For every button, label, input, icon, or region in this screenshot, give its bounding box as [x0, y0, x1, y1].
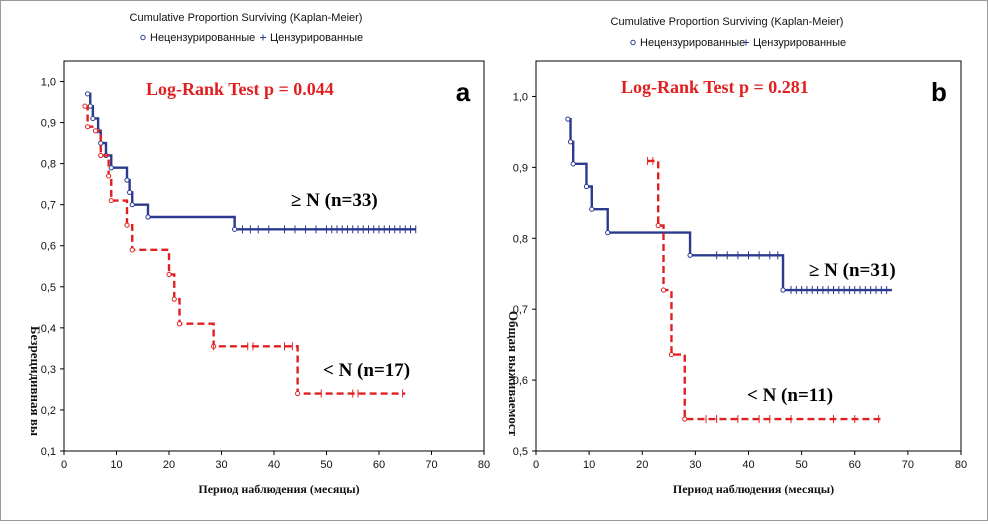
- x-tick-label: 60: [373, 459, 385, 471]
- panel-label: b: [931, 77, 947, 107]
- event-marker: [655, 222, 661, 229]
- event-marker: [85, 124, 91, 130]
- x-tick-label: 60: [849, 459, 861, 471]
- y-tick-label: 1,0: [41, 77, 56, 89]
- x-tick-label: 70: [902, 459, 914, 471]
- event-marker: [145, 214, 151, 220]
- event-marker: [295, 390, 301, 397]
- panel-label: a: [456, 77, 471, 107]
- km-curve-1: [647, 159, 882, 421]
- y-tick-label: 0,7: [41, 200, 56, 212]
- x-tick-label: 0: [533, 459, 539, 471]
- event-marker: [605, 230, 611, 236]
- x-tick-label: 30: [215, 459, 227, 471]
- event-marker: [129, 247, 135, 253]
- y-tick-label: 0,6: [513, 375, 528, 387]
- x-tick-label: 20: [163, 459, 175, 471]
- event-marker: [589, 206, 595, 212]
- y-tick-label: 0,3: [41, 364, 56, 376]
- legend-marker-censored: [260, 34, 266, 41]
- event-marker: [106, 173, 112, 179]
- y-tick-label: 0,1: [41, 446, 56, 458]
- legend-label-uncensored: Нецензурированные: [150, 32, 255, 44]
- event-marker: [129, 202, 135, 208]
- y-tick-label: 0,9: [41, 118, 56, 130]
- plot-area: [63, 60, 485, 452]
- event-marker: [98, 140, 104, 146]
- event-marker: [90, 115, 96, 122]
- event-marker: [780, 287, 786, 293]
- y-tick-label: 0,9: [513, 162, 528, 174]
- legend-marker-uncensored: [140, 34, 146, 41]
- x-axis-label: Период наблюдения (месяцы): [198, 482, 359, 496]
- event-marker: [92, 128, 99, 134]
- series-label-1: < N (n=11): [747, 385, 833, 406]
- y-tick-label: 0,5: [513, 446, 528, 458]
- legend-label-censored: Цензурированные: [753, 37, 846, 49]
- chart-panel-a: Cumulative Proportion Surviving (Kaplan-…: [28, 12, 490, 496]
- x-tick-label: 0: [61, 459, 67, 471]
- y-tick-label: 0,5: [41, 282, 56, 294]
- x-tick-label: 80: [955, 459, 967, 471]
- legend-label-uncensored: Нецензурированные: [640, 37, 745, 49]
- legend-marker-censored: [743, 39, 749, 46]
- y-tick-label: 0,7: [513, 304, 528, 316]
- x-tick-label: 50: [796, 459, 808, 471]
- x-tick-label: 80: [478, 459, 490, 471]
- chart-title: Cumulative Proportion Surviving (Kaplan-…: [611, 16, 844, 28]
- chart-panel-b: Cumulative Proportion Surviving (Kaplan-…: [506, 16, 967, 496]
- event-marker: [124, 222, 130, 228]
- event-marker: [232, 226, 238, 232]
- event-marker: [687, 252, 693, 258]
- x-tick-label: 50: [320, 459, 332, 471]
- event-marker: [124, 177, 130, 183]
- x-tick-label: 70: [425, 459, 437, 471]
- x-tick-label: 10: [583, 459, 595, 471]
- series-label-1: < N (n=17): [323, 360, 410, 381]
- event-marker: [171, 296, 177, 302]
- log-rank-test-label: Log-Rank Test p = 0.281: [621, 77, 809, 97]
- x-tick-label: 20: [636, 459, 648, 471]
- event-marker: [570, 161, 576, 167]
- log-rank-test-label: Log-Rank Test p = 0.044: [146, 79, 334, 99]
- y-axis-label: Общая выживаемост: [506, 311, 521, 437]
- event-marker: [108, 165, 114, 171]
- event-marker: [660, 287, 667, 293]
- event-marker: [567, 139, 574, 145]
- event-marker: [166, 271, 172, 278]
- legend-label-censored: Цензурированные: [270, 32, 363, 44]
- y-tick-label: 0,8: [513, 233, 528, 245]
- x-tick-label: 30: [689, 459, 701, 471]
- x-tick-label: 10: [110, 459, 122, 471]
- series-label-0: ≥ N (n=31): [809, 260, 896, 281]
- y-tick-label: 0,2: [41, 405, 56, 417]
- event-marker: [127, 189, 133, 195]
- event-marker: [565, 116, 571, 122]
- event-marker: [98, 152, 104, 159]
- event-marker: [108, 197, 114, 204]
- y-tick-label: 0,6: [41, 241, 56, 253]
- y-tick-label: 0,4: [41, 323, 56, 335]
- event-marker: [85, 91, 91, 97]
- event-marker: [176, 321, 183, 327]
- x-tick-label: 40: [742, 459, 754, 471]
- series-label-0: ≥ N (n=33): [291, 190, 378, 211]
- event-marker: [682, 416, 688, 422]
- event-marker: [82, 103, 88, 109]
- y-tick-label: 0,8: [41, 159, 56, 171]
- y-tick-label: 1,0: [513, 91, 528, 103]
- x-axis-label: Период наблюдения (месяцы): [673, 482, 834, 496]
- event-marker: [583, 183, 590, 190]
- x-tick-label: 40: [268, 459, 280, 471]
- y-axis-label: Безрецидивная вы: [28, 326, 43, 436]
- chart-title: Cumulative Proportion Surviving (Kaplan-…: [130, 12, 363, 24]
- event-marker: [668, 351, 675, 358]
- legend-marker-uncensored: [630, 39, 636, 46]
